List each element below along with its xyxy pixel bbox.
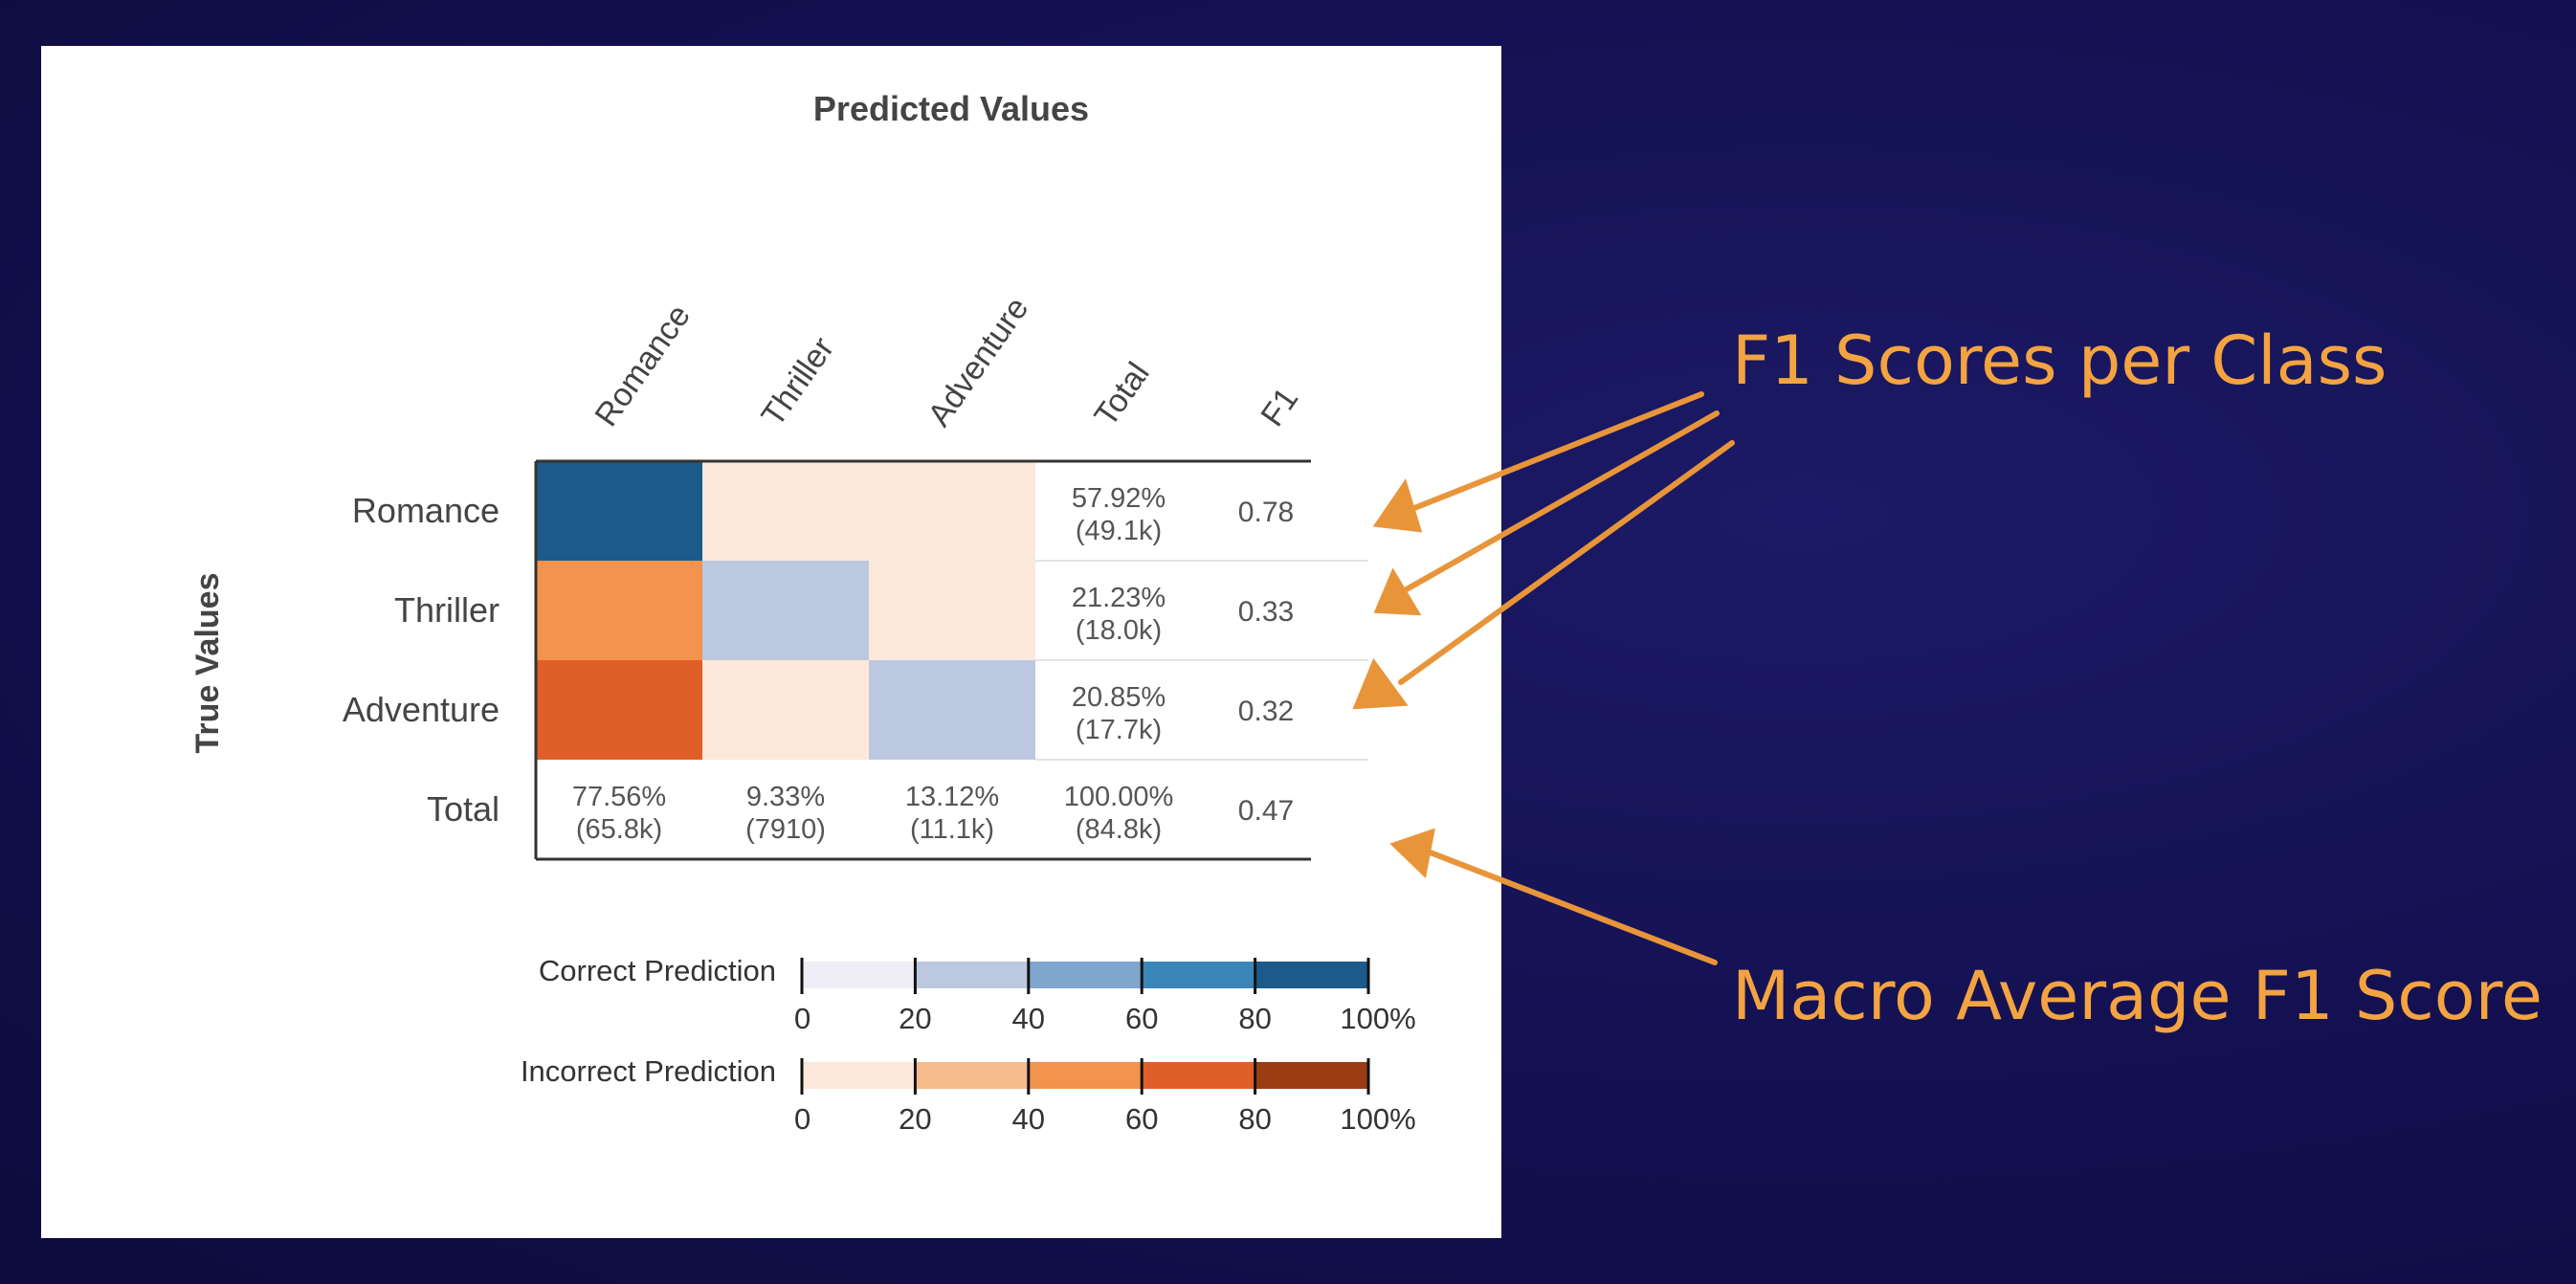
column-total-romance-percent: 77.56% xyxy=(572,782,666,812)
f1-per-class-callout: F1 Scores per Class xyxy=(1732,321,2387,400)
row-total-adventure-count: (17.7k) xyxy=(1076,715,1162,745)
cell-adventure-adventure xyxy=(869,660,1035,760)
legend-swatch-correct-prediction xyxy=(1142,962,1255,988)
arrow-macro-f1 xyxy=(1425,849,1718,965)
legend-tick-label: 20 xyxy=(899,1002,931,1035)
cell-romance-adventure xyxy=(869,461,1035,561)
y-axis-label: True Values xyxy=(189,573,226,754)
row-total-romance-count: (49.1k) xyxy=(1076,516,1162,546)
row-total-romance-percent: 57.92% xyxy=(1072,483,1166,514)
arrow-f1-romance-head xyxy=(1372,478,1423,533)
arrow-f1-thriller-head xyxy=(1373,567,1422,616)
cell-romance-romance xyxy=(536,461,702,561)
legend-tick-label: 80 xyxy=(1238,1102,1271,1136)
row-total-adventure-percent: 20.85% xyxy=(1072,682,1166,713)
legend-tick-label: 60 xyxy=(1125,1102,1158,1136)
confusion-matrix-chart: Predicted Values True Values Romance Thrill… xyxy=(189,89,1416,1136)
row-header-romance: Romance xyxy=(352,491,500,530)
arrow-f1-thriller xyxy=(1402,410,1720,593)
legend-tick-label: 40 xyxy=(1012,1002,1045,1035)
legend-tick-label: 0 xyxy=(794,1002,811,1035)
row-total-thriller-count: (18.0k) xyxy=(1076,615,1162,646)
legend-tick-label: 0 xyxy=(794,1102,811,1136)
legend-swatch-correct-prediction xyxy=(1255,962,1368,988)
legend-swatch-incorrect-prediction xyxy=(1255,1062,1368,1089)
legend-swatch-correct-prediction xyxy=(802,962,916,988)
column-total-adventure-count: (11.1k) xyxy=(910,814,994,845)
legend-swatch-correct-prediction xyxy=(915,962,1029,988)
macro-f1-callout: Macro Average F1 Score xyxy=(1732,957,2543,1035)
f1-thriller: 0.33 xyxy=(1238,596,1294,628)
macro-f1-value: 0.47 xyxy=(1238,795,1294,827)
row-total-thriller-percent: 21.23% xyxy=(1072,583,1166,613)
legend-tick-label: 80 xyxy=(1238,1002,1271,1035)
cell-adventure-romance xyxy=(536,660,702,760)
column-total-total-count: (84.8k) xyxy=(1076,814,1162,845)
legend-swatch-incorrect-prediction xyxy=(1028,1062,1143,1089)
cell-thriller-romance xyxy=(536,561,702,660)
arrow-macro-f1-head xyxy=(1389,828,1435,879)
column-total-adventure-percent: 13.12% xyxy=(905,782,999,812)
column-total-thriller-percent: 9.33% xyxy=(746,782,825,812)
legend-tick-label: 100% xyxy=(1340,1102,1415,1136)
legend-label-correct-prediction: Correct Prediction xyxy=(539,954,776,987)
arrow-f1-adventure xyxy=(1398,440,1735,685)
legend-tick-label: 60 xyxy=(1125,1002,1158,1035)
column-total-total-percent: 100.00% xyxy=(1064,782,1174,812)
f1-romance: 0.78 xyxy=(1238,497,1294,528)
row-header-adventure: Adventure xyxy=(343,690,500,729)
cell-romance-thriller xyxy=(702,461,869,561)
chart-title: Predicted Values xyxy=(813,89,1089,128)
column-total-thriller-count: (7910) xyxy=(745,814,826,845)
legend-swatch-correct-prediction xyxy=(1028,962,1143,988)
legend-tick-label: 100% xyxy=(1340,1002,1415,1035)
legend-swatch-incorrect-prediction xyxy=(1142,1062,1255,1089)
column-total-romance-count: (65.8k) xyxy=(576,814,662,845)
arrow-f1-adventure-head xyxy=(1352,657,1409,710)
row-header-total: Total xyxy=(427,789,500,829)
legend-swatch-incorrect-prediction xyxy=(915,1062,1029,1089)
legend-swatch-incorrect-prediction xyxy=(802,1062,916,1089)
legend-tick-label: 20 xyxy=(899,1102,931,1136)
row-header-thriller: Thriller xyxy=(394,590,500,630)
confusion-matrix-panel: Predicted Values True Values Romance Thrill… xyxy=(41,46,1501,1238)
legend-tick-label: 40 xyxy=(1012,1102,1045,1136)
cell-thriller-adventure xyxy=(869,561,1035,660)
arrow-f1-romance xyxy=(1402,391,1704,515)
legend-label-incorrect-prediction: Incorrect Prediction xyxy=(521,1054,776,1088)
cell-adventure-thriller xyxy=(702,660,869,760)
f1-adventure: 0.32 xyxy=(1238,696,1294,727)
cell-thriller-thriller xyxy=(702,561,869,660)
